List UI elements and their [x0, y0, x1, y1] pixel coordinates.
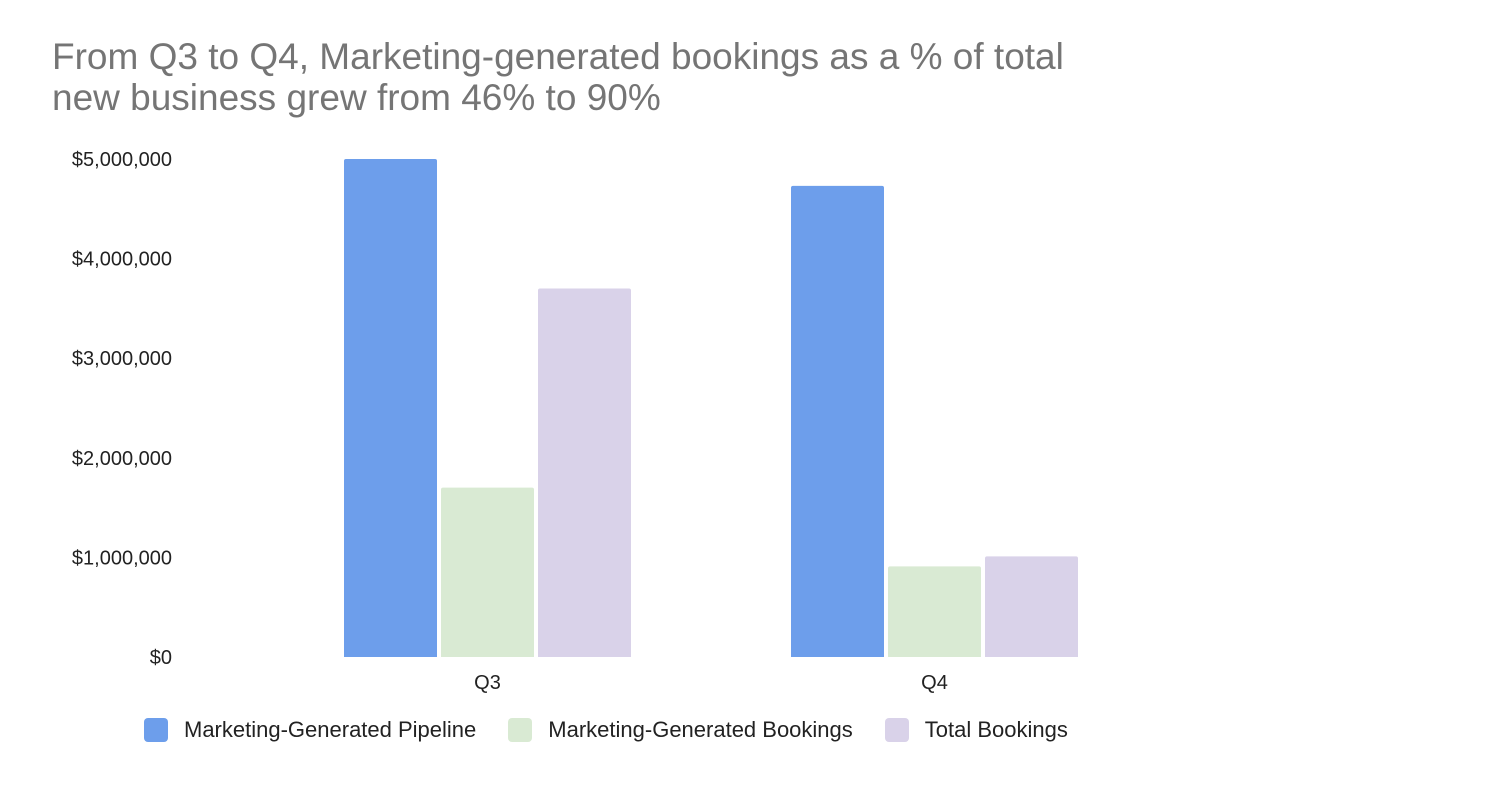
- legend-label: Total Bookings: [924, 717, 1068, 742]
- chart-title-line-1: From Q3 to Q4, Marketing-generated booki…: [52, 36, 1064, 77]
- x-tick-label: Q3: [474, 672, 501, 694]
- bar-q3-series-0: [344, 159, 437, 657]
- legend-swatch: [144, 718, 168, 742]
- legend: Marketing-Generated Pipeline Marketing-Ge…: [144, 717, 1100, 743]
- legend-item: Marketing-Generated Pipeline: [144, 717, 476, 743]
- legend-item: Total Bookings: [884, 717, 1068, 743]
- y-tick-label: $5,000,000: [72, 149, 172, 171]
- bar-q4-series-0: [791, 185, 884, 657]
- y-tick-label: $4,000,000: [72, 249, 172, 271]
- bar-q4-series-1: [888, 566, 981, 657]
- legend-label: Marketing-Generated Pipeline: [184, 717, 477, 742]
- legend-swatch: [508, 718, 533, 742]
- y-tick-label: $0: [150, 647, 172, 669]
- legend-item: Marketing-Generated Bookings: [508, 717, 853, 743]
- x-tick-label: Q4: [921, 672, 948, 694]
- y-tick-label: $2,000,000: [72, 448, 172, 470]
- chart-title: From Q3 to Q4, Marketing-generated booki…: [52, 36, 1252, 118]
- x-axis: Q3 Q4: [474, 672, 948, 694]
- chart-title-line-2: new business grew from 46% to 90%: [52, 77, 661, 118]
- bar-q3-series-1: [441, 487, 534, 657]
- legend-swatch: [884, 718, 909, 742]
- y-axis: $0 $1,000,000 $2,000,000 $3,000,000 $4,000,0…: [72, 149, 172, 669]
- bar-q4-series-2: [985, 556, 1078, 657]
- bars: [344, 159, 1078, 657]
- y-tick-label: $1,000,000: [72, 547, 172, 569]
- legend-label: Marketing-Generated Bookings: [548, 717, 853, 742]
- bar-q3-series-2: [538, 288, 631, 657]
- y-tick-label: $3,000,000: [72, 348, 172, 370]
